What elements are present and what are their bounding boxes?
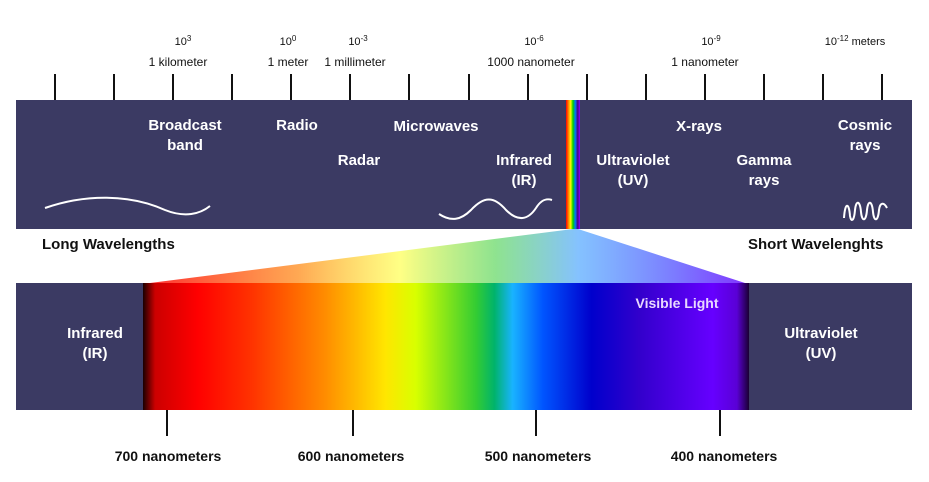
- scale-unit-nanometer: 1 nanometer: [671, 55, 739, 69]
- region-microwaves: Microwaves: [393, 118, 479, 135]
- scale-tick: [822, 74, 824, 100]
- scale-exponent-1e3: 103: [174, 34, 192, 48]
- visible-spectrum-gradient: [143, 283, 749, 410]
- nm-tick-400: [719, 410, 721, 436]
- nm-tick-600: [352, 410, 354, 436]
- scale-exponent-1e0: 100: [279, 34, 297, 48]
- region-x-rays: X-rays: [676, 118, 722, 135]
- scale-tick: [881, 74, 883, 100]
- scale-tick: [704, 74, 706, 100]
- scale-tick: [231, 74, 233, 100]
- em-spectrum-band: [16, 100, 912, 229]
- scale-tick: [763, 74, 765, 100]
- short-wave-icon: [843, 201, 888, 221]
- scale-tick: [408, 74, 410, 100]
- region-gamma-rays: Gamma rays: [736, 152, 792, 189]
- region-cosmic-rays: Cosmic rays: [837, 117, 893, 154]
- visible-light-title: Visible Light: [635, 295, 719, 311]
- scale-tick: [527, 74, 529, 100]
- scale-unit-1000-nanometer: 1000 nanometer: [487, 55, 575, 69]
- scale-exponent-1e-9: 10-9: [701, 34, 721, 48]
- region-broadcast-band: Broadcast band: [148, 117, 222, 154]
- region-infrared: Infrared (IR): [496, 152, 552, 189]
- long-wavelengths-label: Long Wavelengths: [42, 236, 175, 253]
- region-radio: Radio: [276, 117, 318, 134]
- scale-unit-millimeter: 1 millimeter: [324, 55, 386, 69]
- scale-exponent-1e-12: 10-12 meters: [824, 34, 886, 48]
- scale-tick: [54, 74, 56, 100]
- nm-label-700: 700 nanometers: [114, 448, 222, 464]
- scale-tick: [172, 74, 174, 100]
- nm-label-400: 400 nanometers: [670, 448, 778, 464]
- scale-tick: [468, 74, 470, 100]
- short-wavelengths-label: Short Wavelenghts: [748, 236, 884, 253]
- nm-tick-500: [535, 410, 537, 436]
- scale-exponent-1e-3: 10-3: [348, 34, 368, 48]
- scale-exponent-1e-6: 10-6: [524, 34, 544, 48]
- region-ultraviolet: Ultraviolet (UV): [596, 152, 670, 189]
- nm-label-500: 500 nanometers: [484, 448, 592, 464]
- scale-tick: [349, 74, 351, 100]
- region-radar: Radar: [337, 152, 381, 169]
- scale-unit-meter: 1 meter: [267, 55, 309, 69]
- visible-infrared-label: Infrared (IR): [67, 325, 123, 362]
- nm-label-600: 600 nanometers: [297, 448, 405, 464]
- medium-wave-icon: [438, 198, 553, 220]
- nm-tick-700: [166, 410, 168, 436]
- scale-tick: [113, 74, 115, 100]
- long-wave-icon: [44, 196, 211, 216]
- scale-unit-kilometer: 1 kilometer: [148, 55, 208, 69]
- scale-tick: [645, 74, 647, 100]
- visible-spectrum-strip: [566, 100, 580, 229]
- scale-tick: [586, 74, 588, 100]
- visible-ultraviolet-label: Ultraviolet (UV): [784, 325, 858, 362]
- scale-tick: [290, 74, 292, 100]
